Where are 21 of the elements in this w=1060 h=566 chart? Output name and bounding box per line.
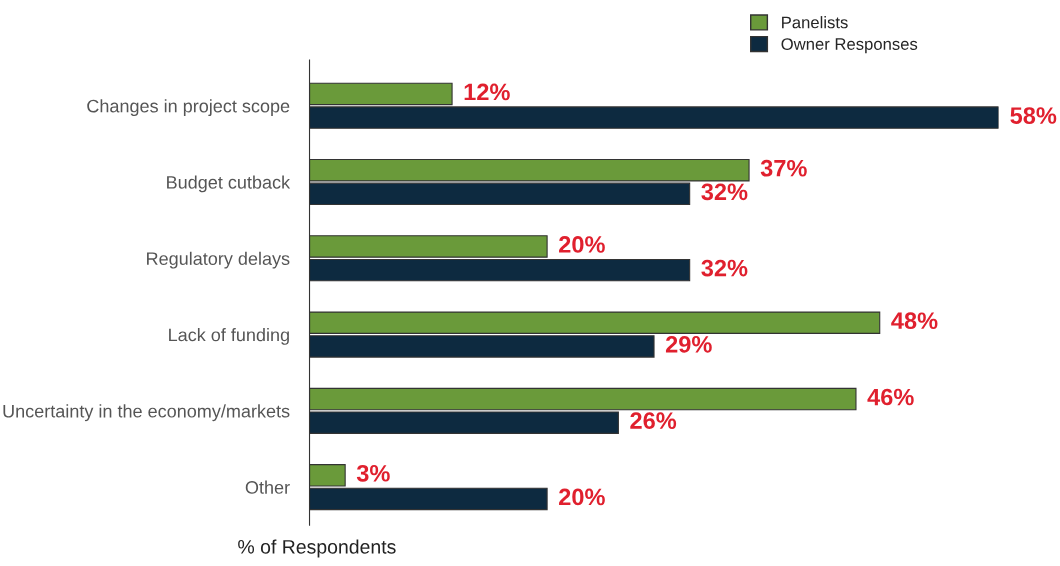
- data-label: 58%: [1010, 107, 1057, 124]
- y-tick-label: Changes in project scope: [87, 99, 290, 117]
- x-axis-title: % of Respondents: [238, 539, 396, 558]
- y-tick-label: Budget cutback: [167, 175, 291, 193]
- y-tick-label: Regulatory delays: [147, 251, 290, 269]
- data-label: 29%: [665, 336, 712, 353]
- y-tick-label: Other: [245, 480, 290, 494]
- data-label: 20%: [559, 488, 605, 506]
- data-label: 12%: [464, 83, 510, 101]
- data-label: 26%: [630, 412, 677, 429]
- y-tick-label: Lack of funding: [169, 328, 289, 345]
- legend-label: Owner Responses: [781, 38, 918, 54]
- data-label: 48%: [891, 312, 938, 330]
- y-tick-label: Uncertainty in the economy/markets: [3, 404, 290, 422]
- legend-label: Panelists: [782, 16, 848, 29]
- data-label: 32%: [701, 183, 748, 201]
- data-label: 46%: [867, 388, 914, 406]
- data-label: 20%: [559, 236, 605, 253]
- data-label: 37%: [760, 159, 807, 177]
- data-label: 3%: [356, 464, 390, 482]
- data-label: 32%: [701, 259, 748, 277]
